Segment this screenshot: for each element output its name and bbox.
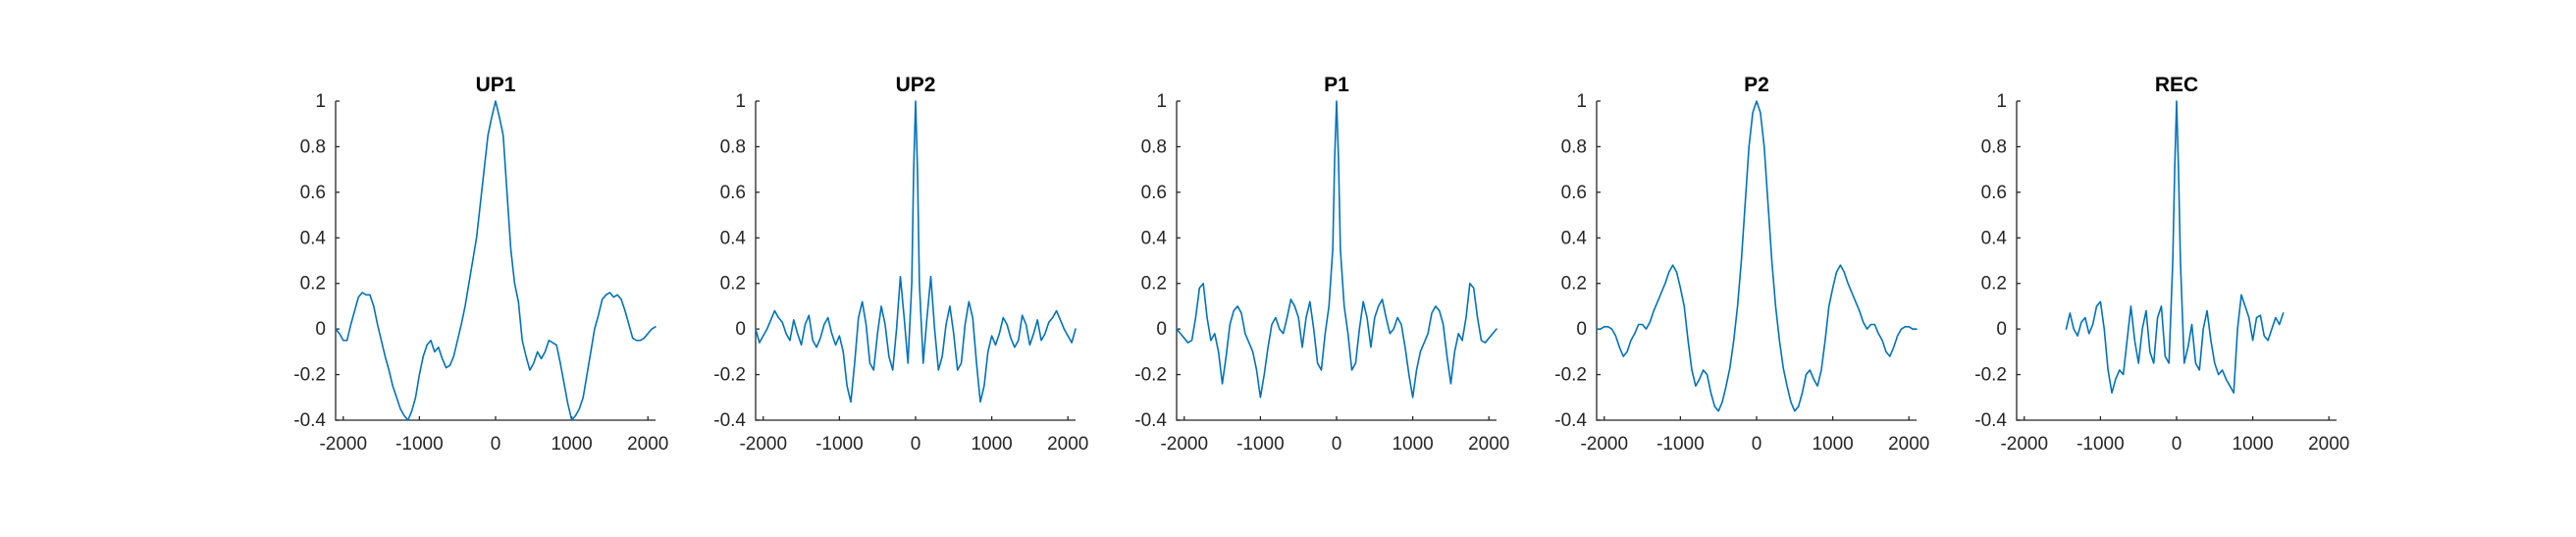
series-line bbox=[755, 100, 1077, 403]
y-tick-label: 0.4 bbox=[720, 228, 747, 248]
y-tick-label: 0.2 bbox=[1981, 274, 2007, 295]
x-tick-label: -2000 bbox=[739, 434, 787, 455]
y-tick-label: 1 bbox=[1996, 91, 2007, 112]
y-tick-label: 0.6 bbox=[1141, 183, 1167, 203]
y-tick-label: 0.6 bbox=[1561, 183, 1587, 203]
x-tick-label: -2000 bbox=[319, 434, 367, 455]
y-tick-label: -0.2 bbox=[713, 365, 746, 386]
x-tick-label: 1000 bbox=[2232, 434, 2273, 455]
chart-title: REC bbox=[2155, 74, 2198, 96]
y-tick-label: -0.4 bbox=[713, 410, 746, 431]
y-tick-label: 1 bbox=[1576, 91, 1587, 112]
series-line bbox=[335, 100, 657, 421]
chart-panel-2: -0.4 -0.2 0 0.2 0.4 0.6 0.8 1 -2000 -1000 0 1000 200… bbox=[713, 74, 1088, 455]
y-tick-label: 0 bbox=[1156, 319, 1167, 340]
x-tick-label: -1000 bbox=[2077, 434, 2125, 455]
y-tick-label: 0.6 bbox=[1981, 183, 2007, 203]
y-tick-label: 0.2 bbox=[1141, 274, 1167, 295]
y-tick-label: 0 bbox=[1996, 319, 2007, 340]
y-tick-label: 0.4 bbox=[1981, 228, 2008, 248]
series-line bbox=[1176, 100, 1498, 399]
y-tick-label: 0.4 bbox=[300, 228, 327, 248]
x-tick-label: -1000 bbox=[815, 434, 864, 455]
y-tick-label: 0 bbox=[735, 319, 746, 340]
x-tick-label: 0 bbox=[1332, 434, 1342, 455]
x-tick-label: 2000 bbox=[1888, 434, 1929, 455]
y-tick-label: 0.8 bbox=[1141, 136, 1167, 157]
x-tick-label: 0 bbox=[2172, 434, 2182, 455]
chart-title: P1 bbox=[1324, 74, 1349, 96]
y-tick-label: -0.4 bbox=[1974, 410, 2007, 431]
x-tick-label: -2000 bbox=[2000, 434, 2048, 455]
y-tick-label: 0.6 bbox=[300, 183, 326, 203]
y-tick-label: -0.4 bbox=[1554, 410, 1587, 431]
chart-panel-1: -0.4 -0.2 0 0.2 0.4 0.6 0.8 1 -2000 -1000 0 1000 200… bbox=[293, 74, 668, 455]
y-tick-label: 0.2 bbox=[720, 274, 746, 295]
x-tick-label: 1000 bbox=[971, 434, 1012, 455]
chart-title: P2 bbox=[1744, 74, 1769, 96]
x-tick-label: 2000 bbox=[2308, 434, 2349, 455]
y-tick-label: 0 bbox=[1576, 319, 1587, 340]
y-tick-label: 1 bbox=[1156, 91, 1167, 112]
y-tick-label: 0.4 bbox=[1561, 228, 1588, 248]
y-tick-label: -0.4 bbox=[293, 410, 326, 431]
chart-panel-5: -0.4 -0.2 0 0.2 0.4 0.6 0.8 1 -2000 -1000 0 1000 200… bbox=[1974, 74, 2349, 455]
chart-title: UP2 bbox=[896, 74, 936, 96]
y-tick-label: 0.4 bbox=[1141, 228, 1168, 248]
x-tick-label: -2000 bbox=[1160, 434, 1208, 455]
x-tick-label: -2000 bbox=[1580, 434, 1628, 455]
y-tick-label: 0 bbox=[315, 319, 326, 340]
y-tick-label: -0.2 bbox=[293, 365, 326, 386]
x-tick-label: 2000 bbox=[1468, 434, 1509, 455]
x-tick-label: 2000 bbox=[627, 434, 668, 455]
y-tick-label: 1 bbox=[735, 91, 746, 112]
series-line bbox=[1596, 100, 1918, 412]
x-tick-label: 0 bbox=[911, 434, 921, 455]
y-tick-label: 0.2 bbox=[1561, 274, 1587, 295]
x-tick-label: -1000 bbox=[1236, 434, 1285, 455]
series-line bbox=[2065, 100, 2285, 394]
y-tick-label: -0.2 bbox=[1554, 365, 1587, 386]
x-tick-label: 1000 bbox=[1812, 434, 1853, 455]
x-tick-label: 1000 bbox=[1392, 434, 1433, 455]
x-tick-label: 0 bbox=[491, 434, 501, 455]
y-tick-label: 0.8 bbox=[720, 136, 746, 157]
x-tick-label: 0 bbox=[1752, 434, 1762, 455]
y-tick-label: -0.2 bbox=[1974, 365, 2007, 386]
y-tick-label: 0.8 bbox=[1981, 136, 2007, 157]
chart-panel-3: -0.4 -0.2 0 0.2 0.4 0.6 0.8 1 -2000 -1000 0 1000 200… bbox=[1134, 74, 1509, 455]
y-tick-label: 1 bbox=[315, 91, 326, 112]
x-tick-label: 2000 bbox=[1047, 434, 1088, 455]
chart-panel-4: -0.4 -0.2 0 0.2 0.4 0.6 0.8 1 -2000 -1000 0 1000 200… bbox=[1554, 74, 1929, 455]
x-tick-label: -1000 bbox=[395, 434, 444, 455]
x-tick-label: 1000 bbox=[551, 434, 592, 455]
x-tick-label: -1000 bbox=[1656, 434, 1705, 455]
chart-title: UP1 bbox=[476, 74, 516, 96]
y-tick-label: 0.2 bbox=[300, 274, 326, 295]
y-tick-label: -0.2 bbox=[1134, 365, 1167, 386]
y-tick-label: -0.4 bbox=[1134, 410, 1167, 431]
y-tick-label: 0.8 bbox=[300, 136, 326, 157]
y-tick-label: 0.8 bbox=[1561, 136, 1587, 157]
y-tick-label: 0.6 bbox=[720, 183, 746, 203]
